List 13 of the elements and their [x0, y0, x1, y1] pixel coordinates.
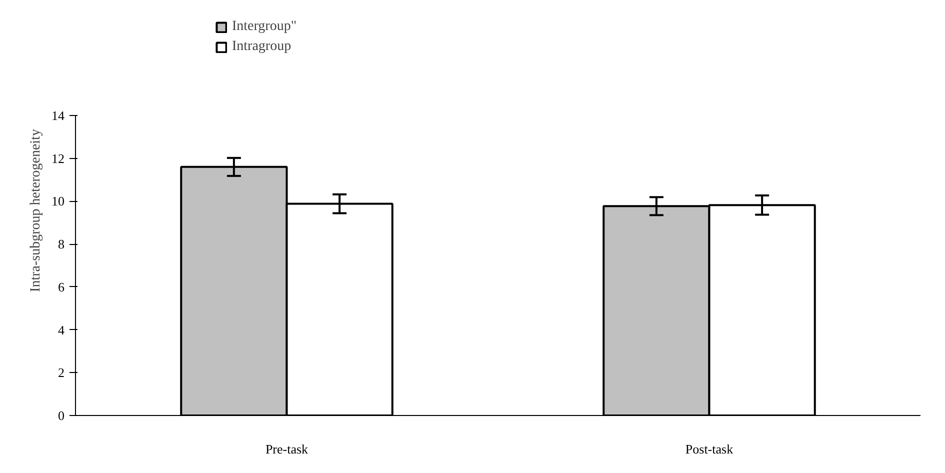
- x-tick-label: Post-task: [685, 442, 734, 456]
- y-tick-label: 12: [52, 150, 64, 166]
- y-tick-label: 10: [52, 194, 64, 209]
- y-tick-label: 8: [58, 236, 64, 252]
- y-tick-label: 6: [58, 279, 65, 294]
- legend-label: Intergroup": [232, 19, 297, 35]
- y-axis-title: Intra-subgroup heterogeneity: [28, 129, 44, 292]
- legend-label: Intragroup: [232, 39, 292, 55]
- y-tick-label: 14: [52, 108, 65, 123]
- y-tick-label: 4: [58, 322, 65, 338]
- y-tick-label: 0: [58, 408, 64, 423]
- x-tick-label: Pre-task: [265, 442, 309, 456]
- y-tick-label: 2: [58, 365, 64, 380]
